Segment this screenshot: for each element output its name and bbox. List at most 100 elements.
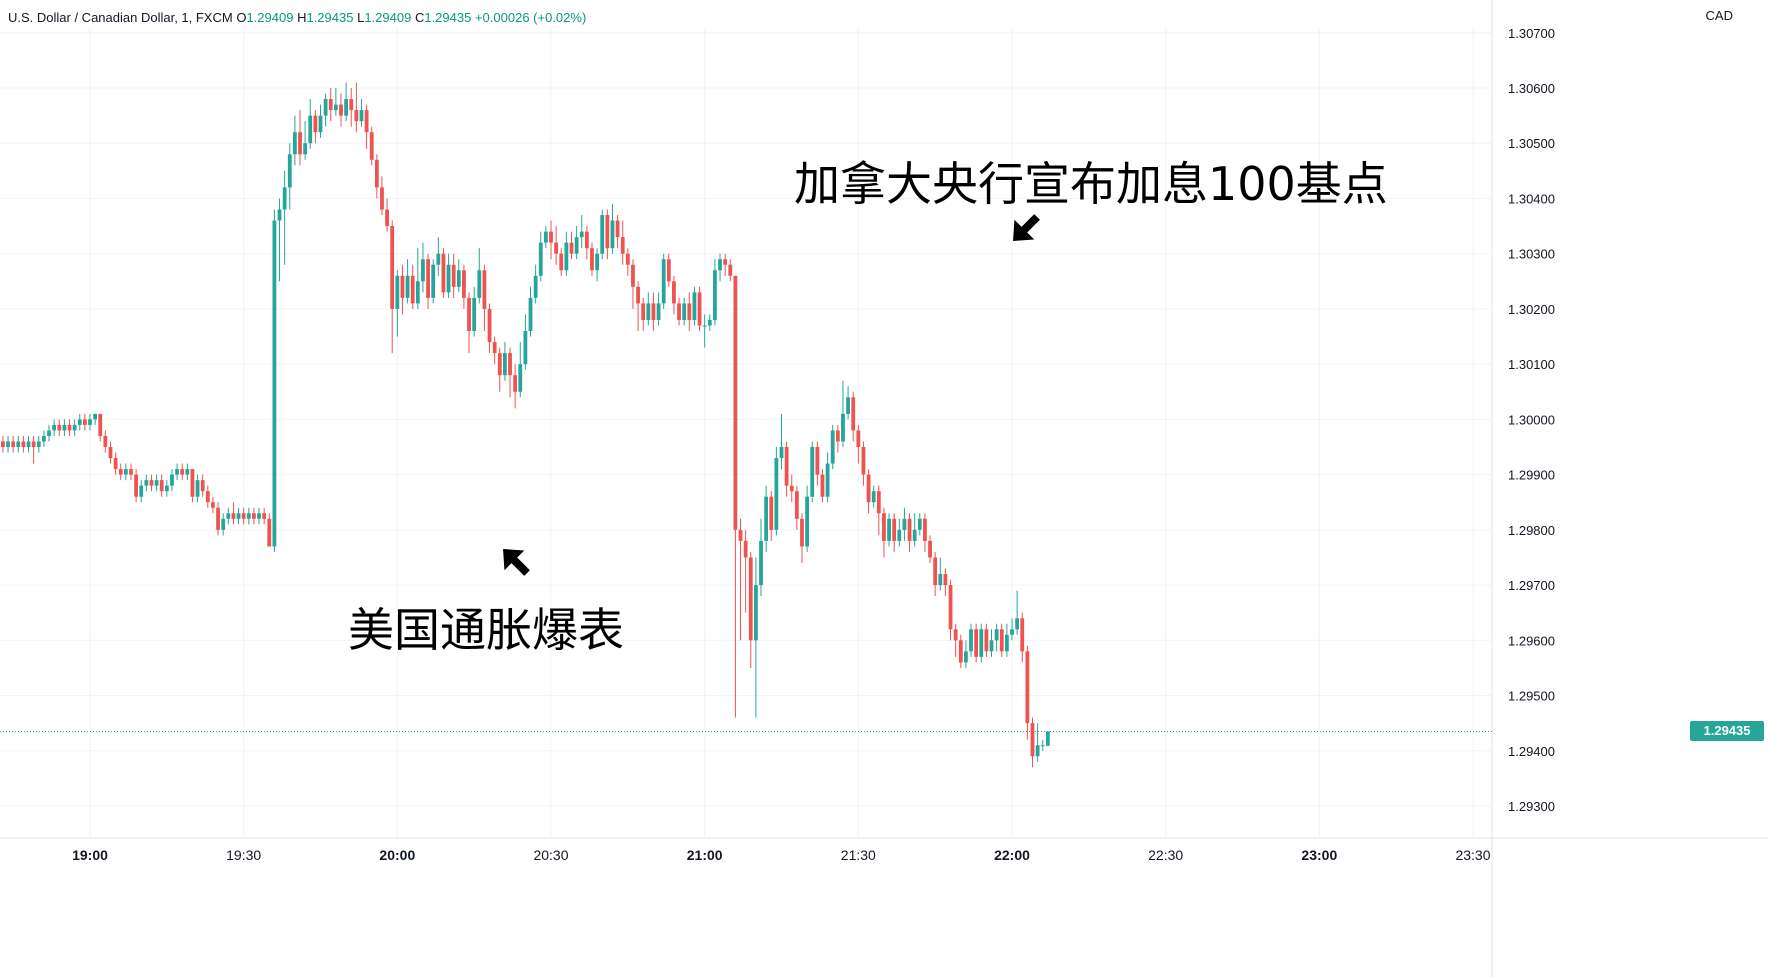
candle-body	[625, 253, 630, 265]
candle	[113, 452, 118, 475]
candle	[252, 507, 256, 525]
price-axis[interactable]: 1.29300 1.29400 1.29500 1.29600 1.29700 1.298…	[1508, 26, 1555, 814]
candle-body	[1015, 618, 1020, 630]
price-tick-label: 1.30300	[1508, 247, 1555, 262]
candle	[487, 303, 492, 354]
candle-body	[349, 99, 354, 111]
candle-body	[897, 529, 902, 541]
candle-body	[866, 474, 871, 503]
candle	[1030, 717, 1035, 768]
candle-body	[164, 485, 169, 492]
candle-body	[692, 292, 697, 320]
candle	[47, 424, 51, 442]
candle-body	[1030, 723, 1035, 757]
candle-body	[298, 132, 302, 155]
candle	[1004, 623, 1009, 657]
candle	[835, 424, 840, 453]
candle	[784, 441, 789, 497]
candle	[656, 292, 661, 326]
candle-body	[446, 264, 451, 293]
open-label: O	[236, 10, 247, 25]
candle-body	[236, 513, 241, 519]
candle-body	[47, 430, 51, 436]
candle-body	[436, 253, 441, 265]
candle-body	[789, 485, 794, 492]
candle-body	[631, 264, 635, 287]
candle	[16, 435, 21, 453]
candle-body	[241, 513, 246, 519]
symbol-name[interactable]: U.S. Dollar / Canadian Dollar, 1, FXCM	[8, 10, 233, 25]
candle	[523, 314, 528, 370]
candle-body	[815, 447, 820, 475]
candle	[600, 209, 605, 260]
candle	[159, 474, 164, 497]
candle-body	[876, 491, 881, 514]
candle-body	[610, 220, 615, 249]
candle-body	[462, 270, 466, 298]
candle	[933, 551, 938, 597]
candle-body	[287, 154, 292, 188]
candle-body	[359, 110, 364, 122]
candle-body	[928, 540, 932, 558]
candle	[262, 507, 267, 525]
candle-body	[769, 496, 774, 530]
candle-body	[497, 353, 502, 376]
candle	[543, 226, 548, 249]
candle-body	[456, 270, 461, 287]
candle-body	[385, 209, 389, 227]
annotation-us-inflation: 美国通胀爆表	[348, 603, 624, 657]
candle-body	[871, 491, 876, 503]
candle	[661, 253, 666, 309]
candle-body	[344, 99, 349, 116]
candle	[144, 474, 149, 492]
candle-body	[129, 469, 133, 475]
candle-body	[211, 502, 215, 508]
candle	[1025, 645, 1030, 740]
candle	[1020, 612, 1025, 663]
candle	[339, 93, 343, 127]
candle	[518, 342, 523, 398]
candle	[861, 441, 866, 486]
low-label: L	[357, 10, 365, 25]
candle	[733, 275, 738, 718]
candle	[185, 463, 190, 481]
candle	[303, 121, 308, 160]
candle	[584, 226, 589, 260]
candle	[779, 413, 784, 470]
candle-body	[810, 447, 815, 497]
candle-body	[410, 275, 415, 304]
currency-label[interactable]: CAD	[1705, 8, 1733, 23]
candle-body	[861, 447, 866, 475]
change-value: +0.00026 (+0.02%)	[474, 10, 587, 25]
candle	[98, 413, 103, 442]
candle	[533, 264, 538, 304]
candle	[139, 480, 144, 503]
candle-body	[958, 640, 963, 663]
candle	[928, 535, 932, 563]
candle-body	[953, 629, 958, 641]
candle	[697, 286, 702, 332]
price-tick-label: 1.30200	[1508, 302, 1555, 317]
candle-body	[753, 585, 758, 641]
candle-body	[528, 297, 533, 332]
candle-body	[62, 424, 67, 431]
candle	[349, 88, 354, 127]
candle	[369, 126, 374, 166]
candle	[108, 441, 113, 464]
time-axis[interactable]: 19:00 19:30 20:00 20:30 21:00 21:30 22:00 22:30…	[72, 847, 1491, 863]
candle	[405, 259, 410, 304]
candle-body	[508, 353, 512, 376]
candle-body	[103, 435, 108, 447]
candle	[359, 99, 364, 127]
candle-body	[923, 518, 927, 541]
candle	[123, 463, 128, 481]
candle-body	[267, 518, 272, 547]
time-tick-label: 20:00	[379, 847, 415, 863]
candle	[462, 264, 466, 309]
candle-body	[564, 242, 569, 271]
candle-body	[825, 463, 830, 497]
candle	[200, 474, 205, 497]
candle-body	[707, 319, 712, 326]
candle-body	[830, 430, 835, 464]
